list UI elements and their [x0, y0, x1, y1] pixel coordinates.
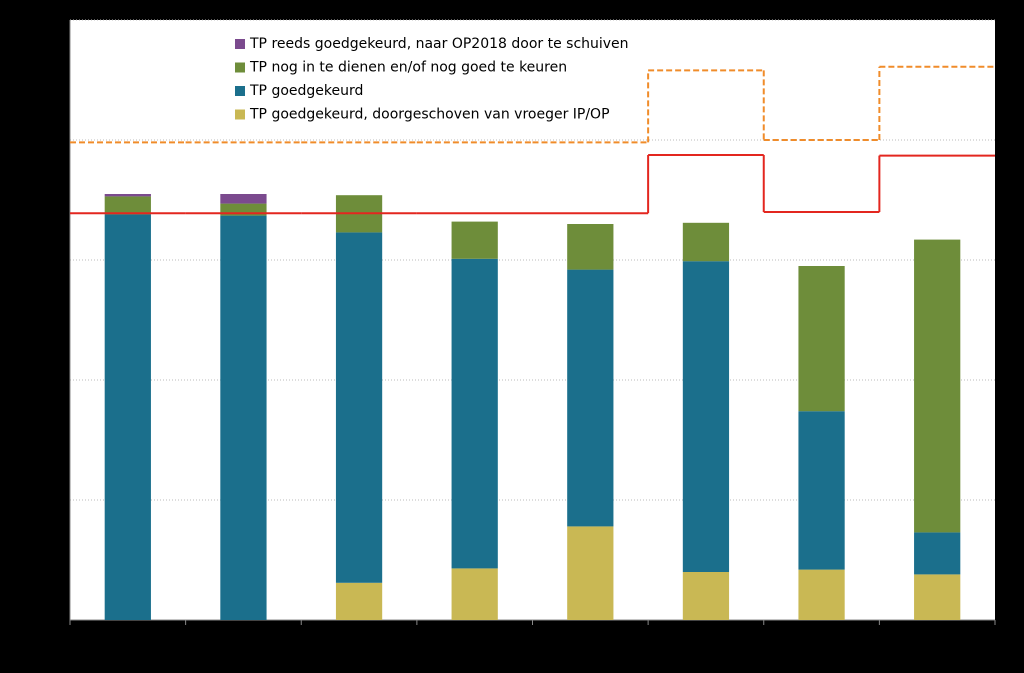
legend-label: TP nog in te dienen en/of nog goed te ke… — [249, 60, 567, 76]
bar-segment — [104, 214, 151, 620]
bar-segment — [798, 411, 845, 570]
legend-swatch — [235, 109, 245, 120]
bar-segment — [451, 221, 498, 259]
bar-segment — [220, 194, 267, 204]
bar-segment — [914, 239, 961, 533]
y-tick-label: 2 — [53, 372, 62, 388]
y-tick-label: 4 — [53, 132, 62, 148]
bar-segment — [451, 568, 498, 620]
bar-segment — [335, 232, 383, 583]
bar-segment — [335, 582, 383, 620]
bar-segment — [914, 532, 961, 575]
y-tick-label: 5 — [53, 12, 62, 28]
bar-segment — [567, 224, 614, 270]
y-tick-label: 0 — [53, 612, 62, 628]
legend-label: TP goedgekeurd, doorgeschoven van vroege… — [249, 107, 610, 123]
legend-label: TP reeds goedgekeurd, naar OP2018 door t… — [249, 36, 629, 52]
bar-segment — [567, 526, 614, 620]
legend-swatch — [235, 39, 245, 49]
legend-label: TP goedgekeurd — [249, 83, 363, 99]
bar-segment — [220, 215, 267, 620]
bar-segment — [798, 266, 845, 412]
bar-segment — [104, 194, 151, 197]
bar-segment — [682, 222, 730, 262]
bar-segment — [104, 196, 151, 215]
bar-segment — [682, 572, 730, 620]
legend-swatch — [235, 62, 245, 73]
legend-swatch — [235, 86, 245, 96]
bar-segment — [798, 569, 845, 620]
y-tick-label: 1 — [53, 492, 62, 508]
bar-segment — [682, 261, 730, 572]
bar-segment — [451, 258, 498, 569]
bar-segment — [567, 269, 614, 527]
y-tick-label: 3 — [53, 252, 62, 268]
bar-segment — [914, 574, 961, 620]
